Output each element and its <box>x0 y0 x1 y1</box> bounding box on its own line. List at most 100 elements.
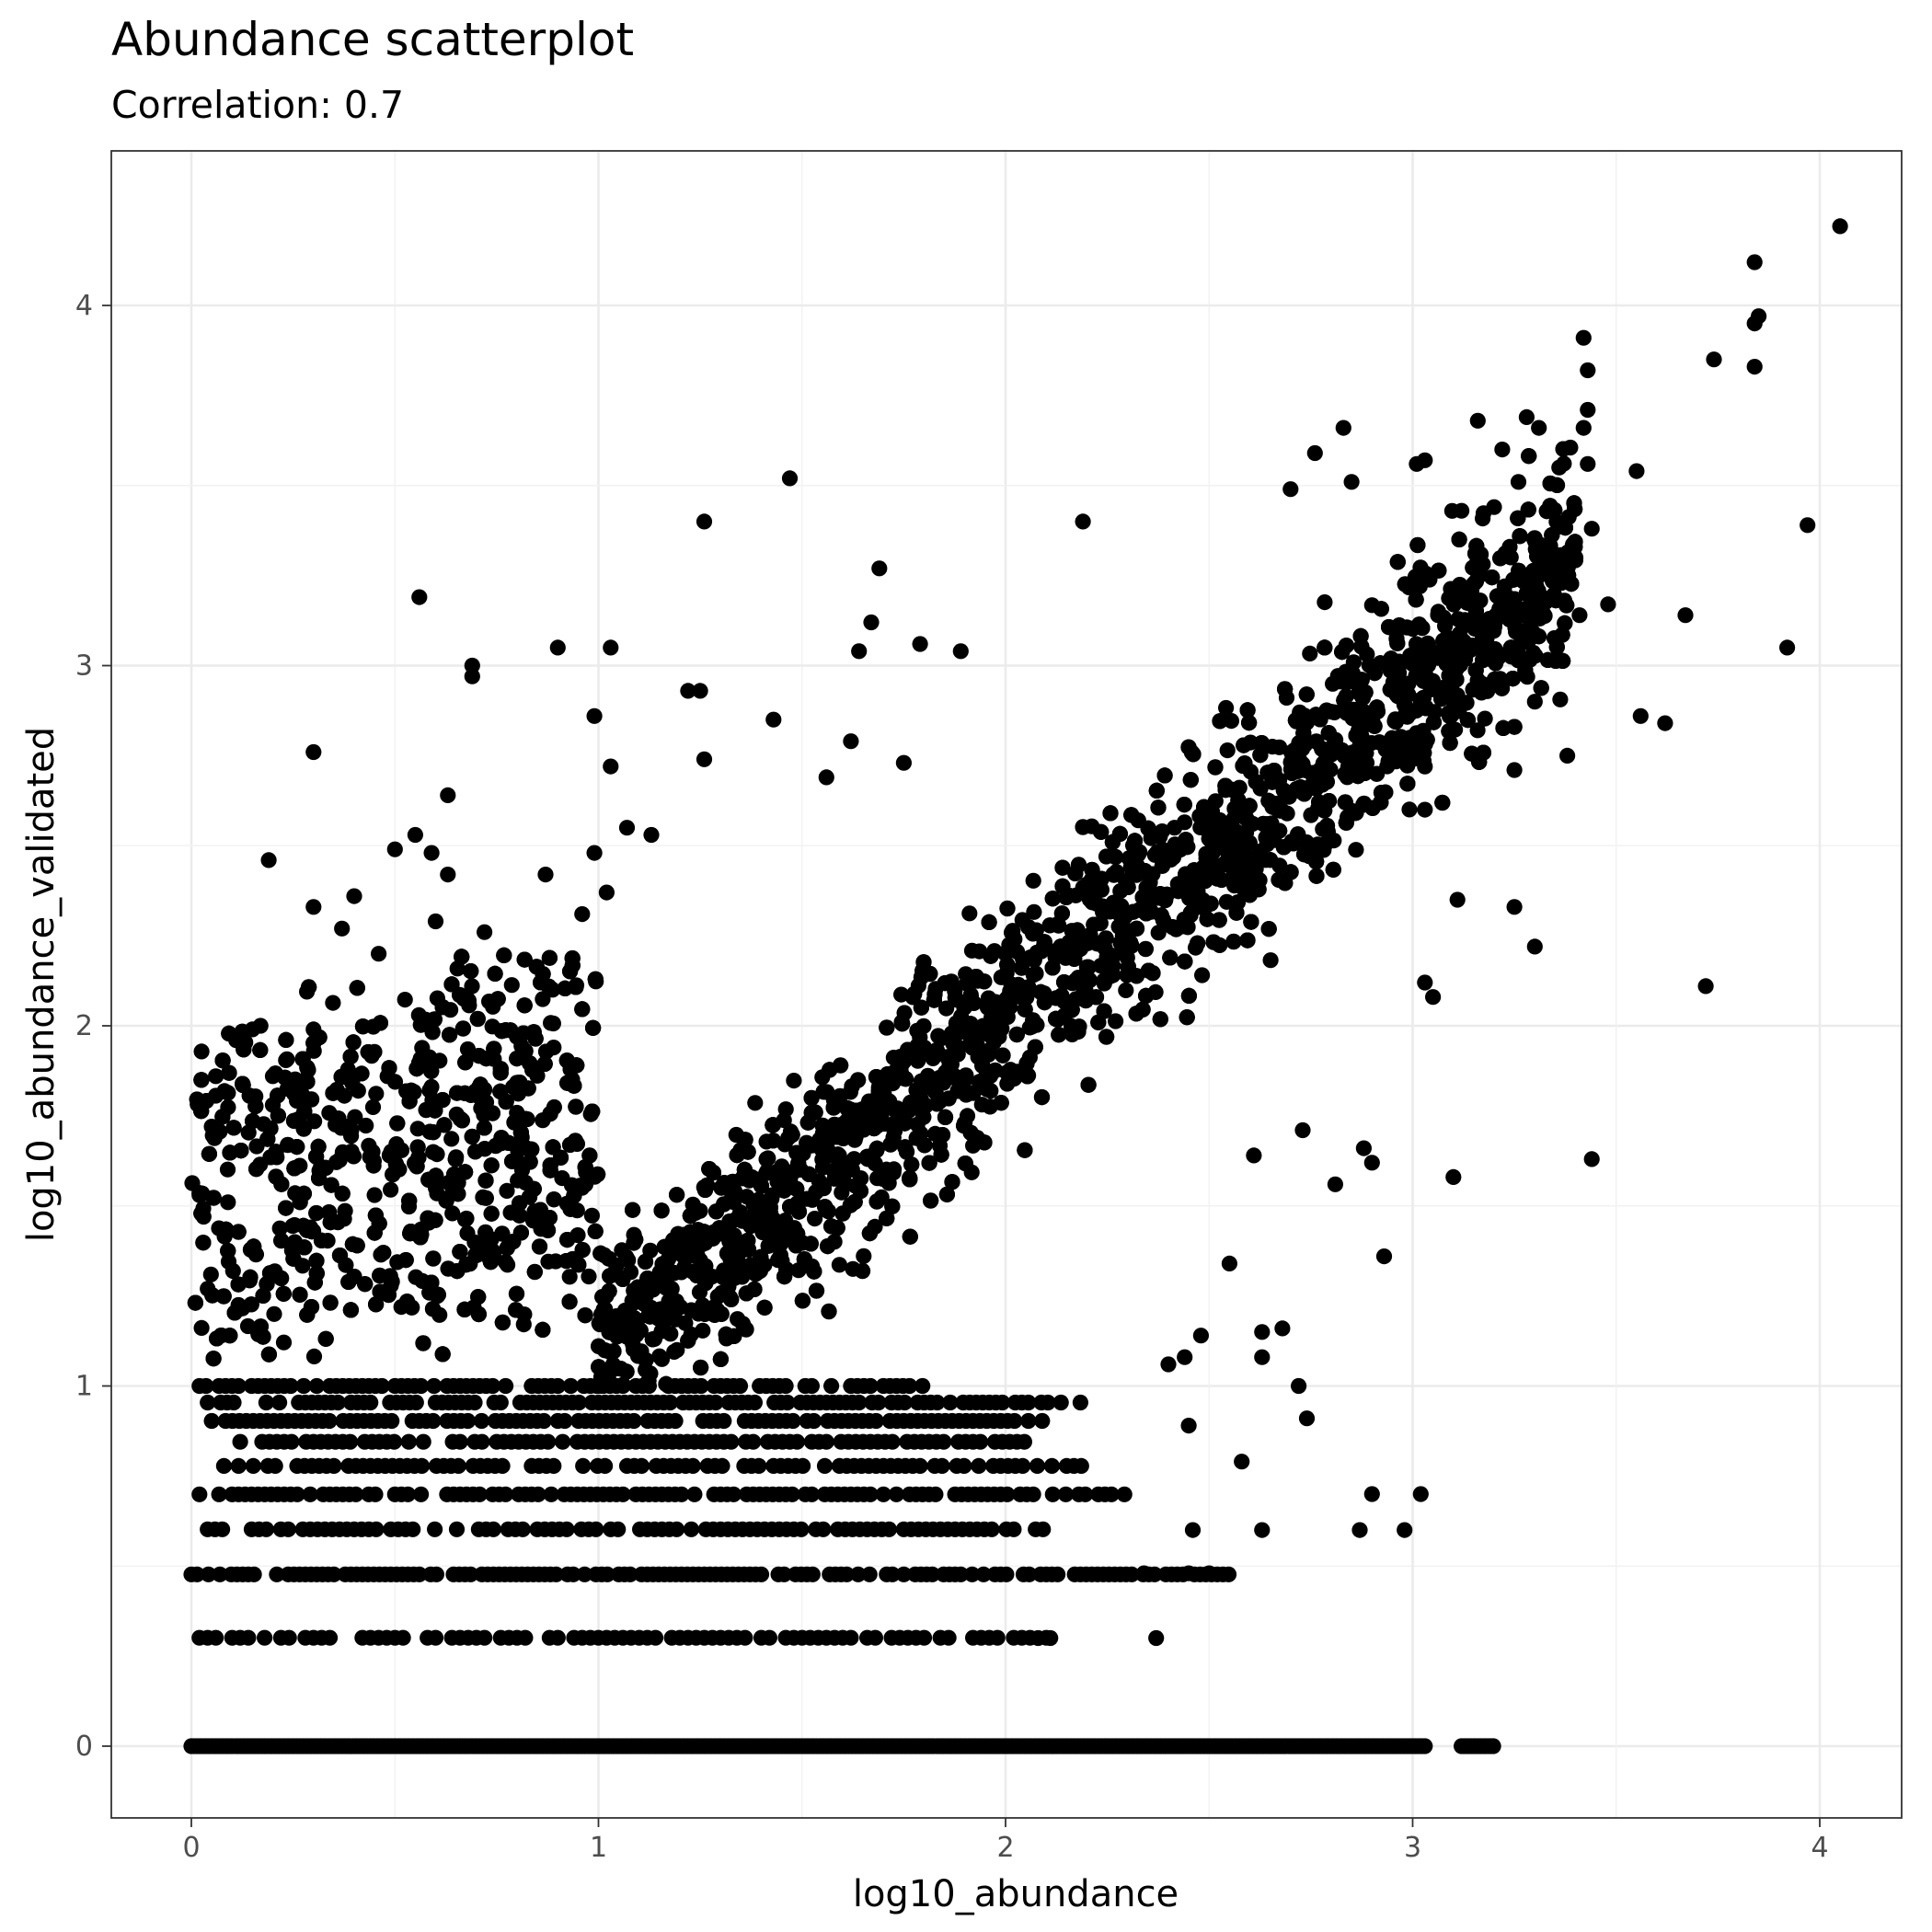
data-point <box>499 1182 515 1199</box>
data-point <box>806 1412 822 1430</box>
data-point <box>426 1377 443 1395</box>
data-point <box>321 1629 339 1646</box>
data-point <box>413 1457 431 1474</box>
data-point <box>1026 903 1042 920</box>
data-point <box>850 1566 867 1582</box>
data-point <box>546 1457 562 1474</box>
data-point <box>576 1566 593 1582</box>
data-point <box>575 1457 592 1474</box>
data-point <box>851 1394 868 1411</box>
data-point <box>745 1433 762 1450</box>
data-point <box>1123 1566 1140 1582</box>
data-point <box>924 1566 941 1582</box>
data-point <box>308 1377 325 1395</box>
data-point <box>942 1394 959 1411</box>
data-point <box>896 1394 913 1411</box>
data-point <box>275 1334 293 1351</box>
data-point <box>1006 1521 1022 1537</box>
data-point <box>714 1457 730 1474</box>
data-point <box>786 1073 802 1089</box>
data-point <box>365 1157 382 1174</box>
data-point <box>1052 1394 1069 1411</box>
data-point <box>485 1521 501 1537</box>
data-point <box>761 1629 778 1646</box>
data-point <box>818 1433 834 1450</box>
data-point <box>1072 1394 1088 1411</box>
data-point <box>1077 1486 1094 1502</box>
data-point <box>1485 1738 1501 1754</box>
data-point <box>562 1377 580 1395</box>
data-point <box>667 1412 684 1430</box>
data-point <box>198 1377 214 1395</box>
data-point <box>753 1566 770 1582</box>
data-point <box>215 1457 232 1474</box>
data-point <box>271 1394 288 1411</box>
data-point <box>466 1394 483 1411</box>
data-point <box>191 1486 208 1502</box>
data-point <box>474 1433 490 1450</box>
data-point <box>530 1486 546 1502</box>
data-point <box>448 1521 466 1537</box>
data-point <box>517 1629 534 1646</box>
data-point <box>804 1566 821 1582</box>
data-point <box>684 1457 701 1474</box>
data-point <box>952 1566 969 1582</box>
data-point <box>994 1394 1011 1411</box>
data-point <box>716 1412 732 1430</box>
chart-subtitle: Correlation: 0.7 <box>111 83 404 127</box>
data-point <box>1417 1738 1433 1754</box>
data-point <box>348 1486 364 1502</box>
data-point <box>1050 1566 1066 1582</box>
data-point <box>795 1457 811 1474</box>
data-point <box>725 1486 742 1502</box>
data-point <box>283 1433 300 1450</box>
data-point <box>669 1341 685 1358</box>
data-point <box>673 1486 690 1502</box>
data-point <box>411 1566 428 1582</box>
data-point <box>473 1412 490 1430</box>
data-point <box>280 1521 296 1537</box>
data-point <box>610 1521 627 1537</box>
data-point <box>626 1341 642 1358</box>
chart-title: Abundance scatterplot <box>111 13 634 66</box>
data-point <box>565 1566 581 1582</box>
data-point <box>1477 710 1493 727</box>
data-point <box>1073 1457 1089 1474</box>
data-point <box>325 995 341 1011</box>
data-point <box>915 1629 933 1646</box>
data-point <box>211 1486 227 1502</box>
data-point <box>397 992 413 1008</box>
data-point <box>428 1566 444 1582</box>
data-point <box>367 1486 384 1502</box>
data-point <box>803 1377 821 1395</box>
data-point <box>929 1394 946 1411</box>
data-point <box>1271 739 1288 755</box>
data-point <box>975 1566 992 1582</box>
data-point <box>413 1486 430 1502</box>
data-point <box>880 1521 898 1537</box>
data-point <box>427 1521 443 1537</box>
data-point <box>784 1486 800 1502</box>
data-point <box>203 1412 220 1430</box>
data-point <box>449 960 466 977</box>
data-point <box>1317 594 1333 611</box>
data-point <box>271 1220 288 1236</box>
data-point <box>452 1433 468 1450</box>
data-point <box>1348 842 1364 858</box>
data-point <box>1401 801 1418 818</box>
data-point <box>776 1566 792 1582</box>
data-point <box>912 1457 928 1474</box>
data-point <box>368 1086 385 1102</box>
data-point <box>193 1043 210 1060</box>
data-point <box>1118 982 1134 998</box>
data-point <box>535 1412 552 1430</box>
data-point <box>193 1319 210 1336</box>
data-point <box>492 1394 509 1411</box>
data-point <box>219 1161 236 1178</box>
data-point <box>321 1412 338 1430</box>
data-point <box>326 1566 342 1582</box>
data-point <box>498 1486 514 1502</box>
data-point <box>746 1394 764 1411</box>
data-point <box>1069 922 1086 938</box>
data-point <box>450 1457 466 1474</box>
